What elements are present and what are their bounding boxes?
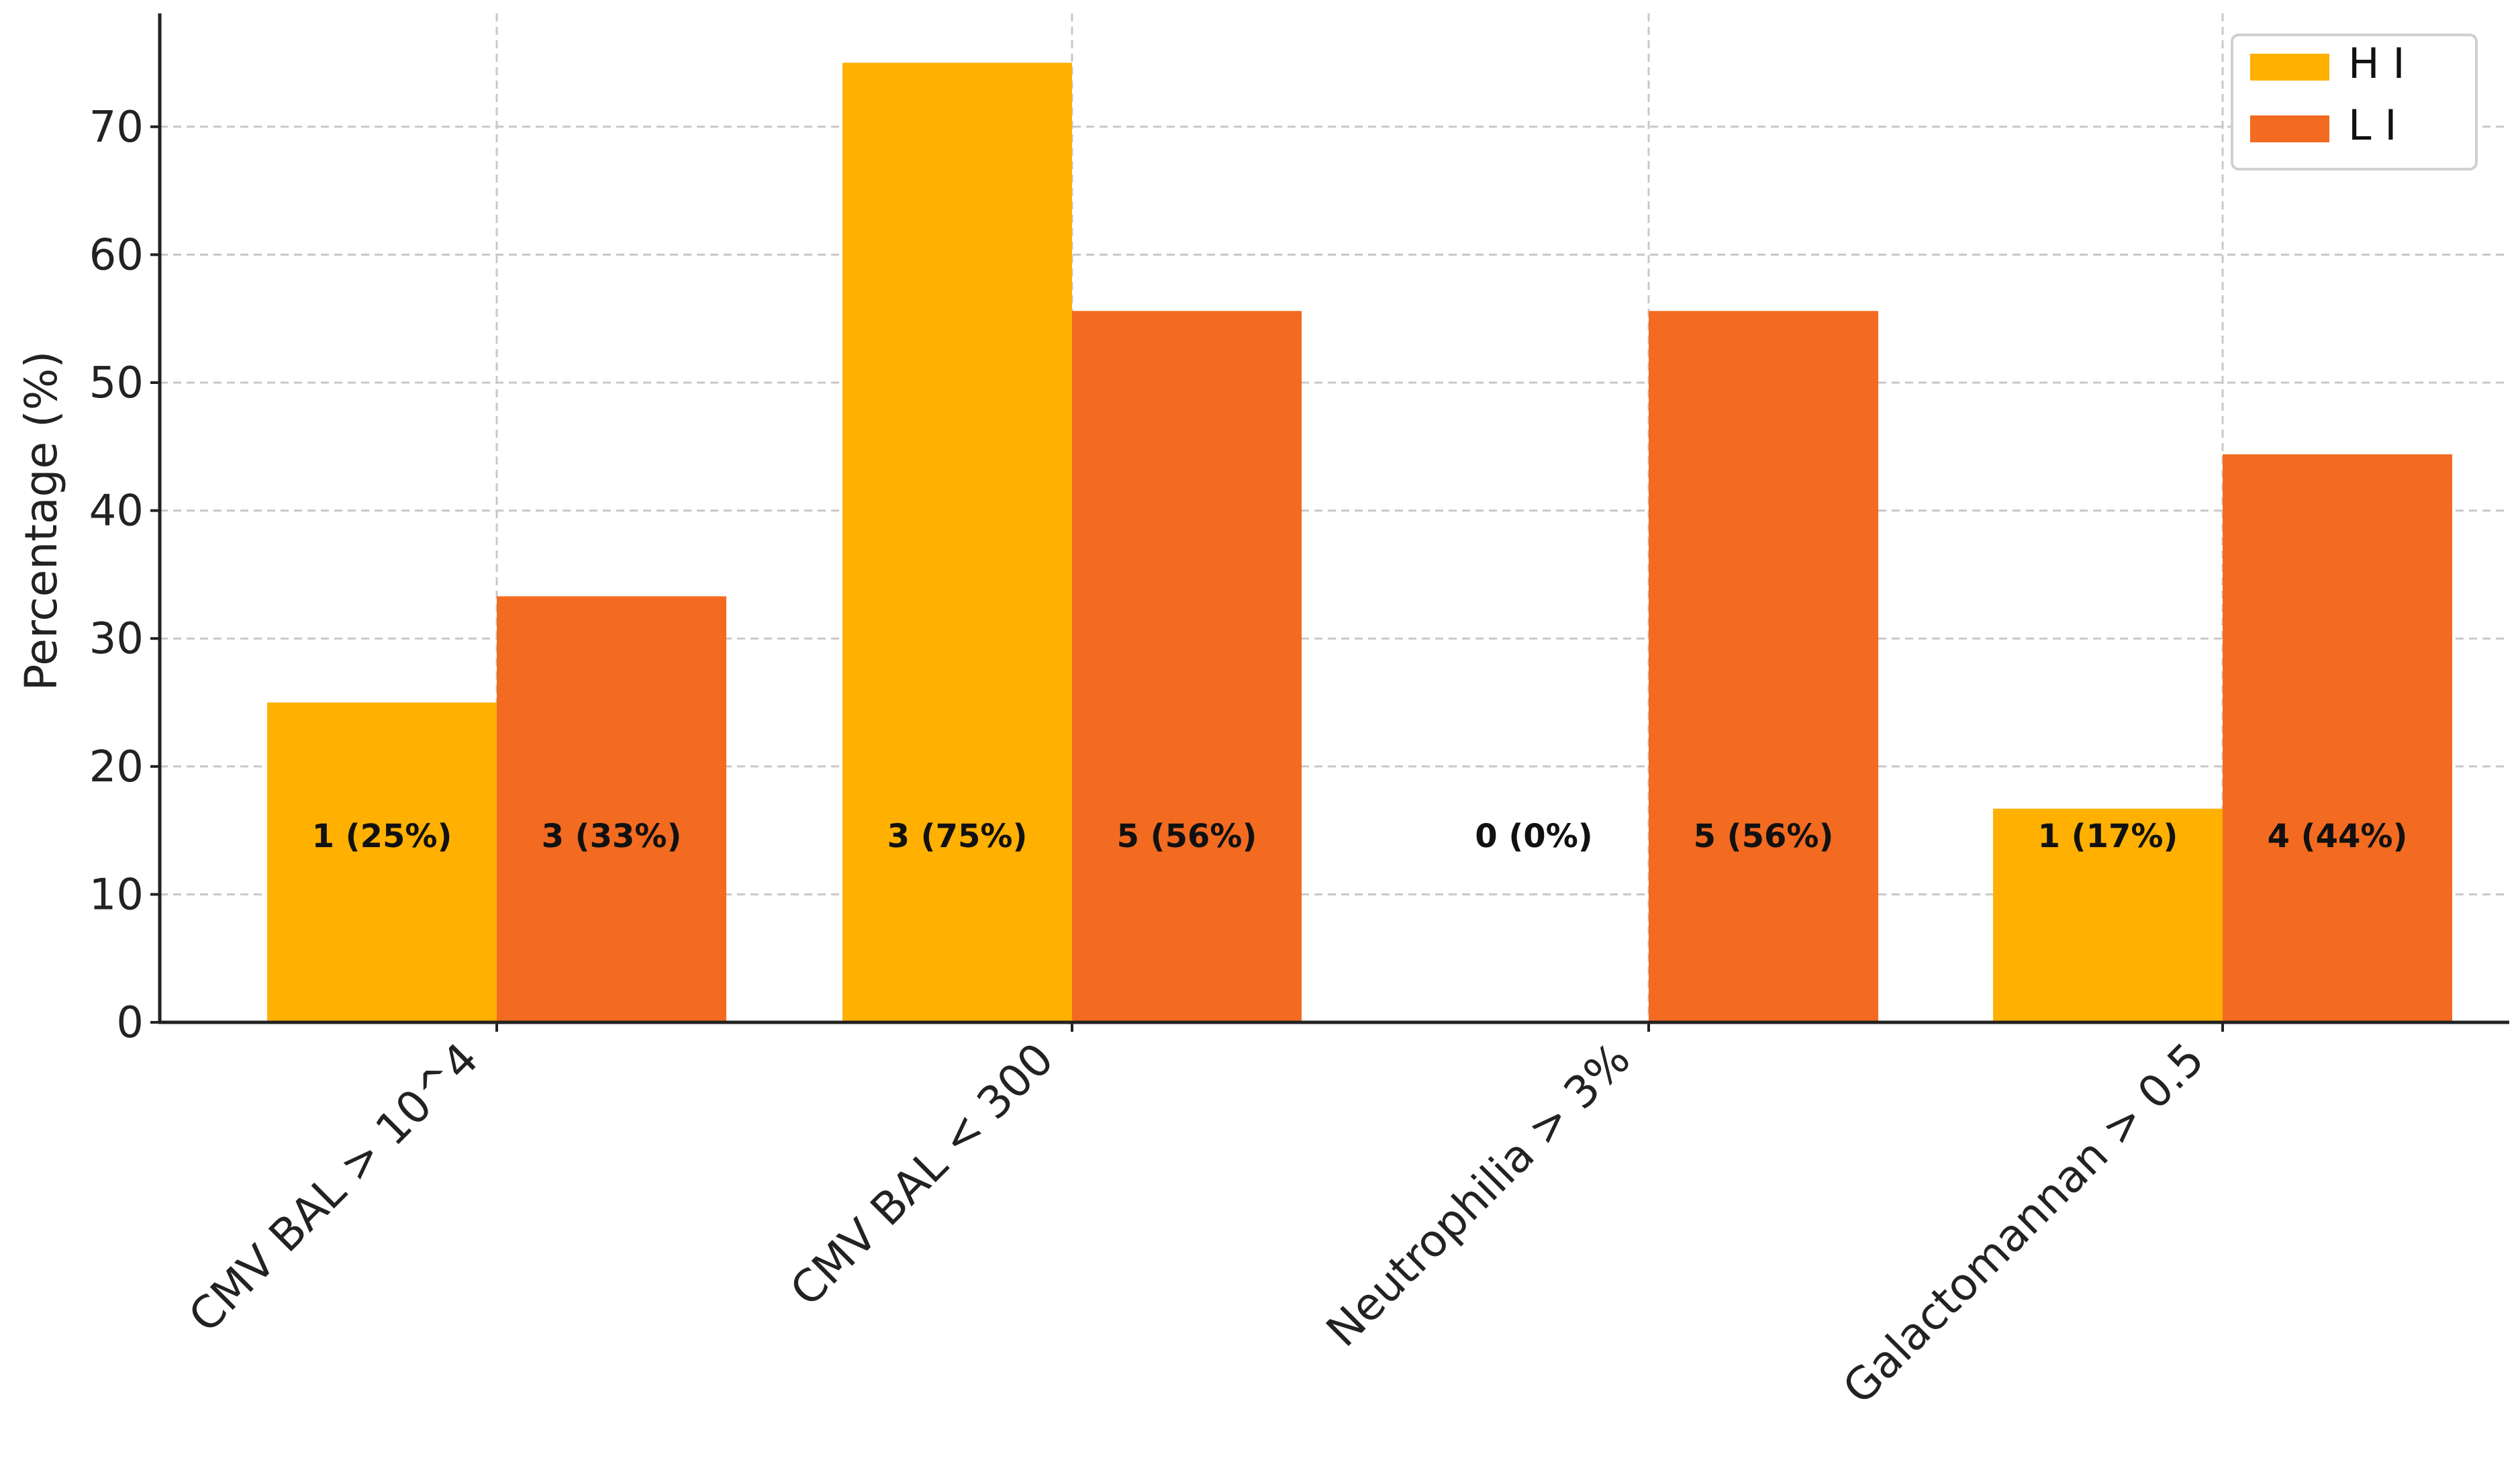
bar-hi: [267, 702, 497, 1022]
bar-value-label: 5 (56%): [1117, 818, 1257, 855]
y-tick-label: 0: [116, 998, 144, 1048]
legend-label: L I: [2348, 101, 2397, 150]
bar-value-label: 0 (0%): [1475, 818, 1592, 855]
legend-swatch: [2250, 115, 2329, 142]
bar-hi: [1993, 808, 2223, 1022]
x-category-label: CMV BAL > 10^4: [179, 1033, 488, 1343]
bar-value-label: 1 (25%): [312, 818, 452, 855]
bar-value-label: 5 (56%): [1694, 818, 1834, 855]
y-tick-label: 10: [89, 870, 144, 920]
y-tick-label: 70: [89, 103, 144, 152]
y-tick-label: 30: [89, 614, 144, 664]
bar-value-label: 3 (75%): [887, 818, 1028, 855]
bar-value-labels: 1 (25%) 3 (75%) 0 (0%) 1 (17%) 3 (33%) 5 (56%…: [312, 818, 2408, 855]
x-category-label: Neutrophilia > 3%: [1316, 1033, 1640, 1357]
x-tick-labels: CMV BAL > 10^4 CMV BAL < 300 Neutrophilia …: [179, 1022, 2224, 1414]
axes: [158, 13, 2509, 1024]
x-category-label: CMV BAL < 300: [780, 1033, 1063, 1316]
x-category-label: Galactomannan > 0.5: [1833, 1033, 2215, 1414]
y-tick-labels: 0 10 20 30 40 50 60 70: [89, 103, 160, 1048]
y-tick-label: 50: [89, 358, 144, 408]
bars: [267, 62, 2452, 1022]
bar-li: [1649, 311, 1878, 1022]
bar-li: [497, 596, 726, 1022]
y-tick-label: 60: [89, 230, 144, 280]
bar-value-label: 3 (33%): [542, 818, 682, 855]
legend: H I L I: [2231, 34, 2478, 171]
bar-li: [1072, 311, 1302, 1022]
bar-li: [2223, 454, 2452, 1022]
y-tick-label: 40: [89, 487, 144, 536]
y-tick-label: 20: [89, 742, 144, 792]
bar-value-label: 1 (17%): [2038, 818, 2178, 855]
bar-hi: [842, 62, 1072, 1022]
y-axis-title: Percentage (%): [15, 351, 67, 691]
legend-label: H I: [2348, 39, 2405, 88]
legend-swatch: [2250, 54, 2329, 81]
bar-value-label: 4 (44%): [2268, 818, 2408, 855]
